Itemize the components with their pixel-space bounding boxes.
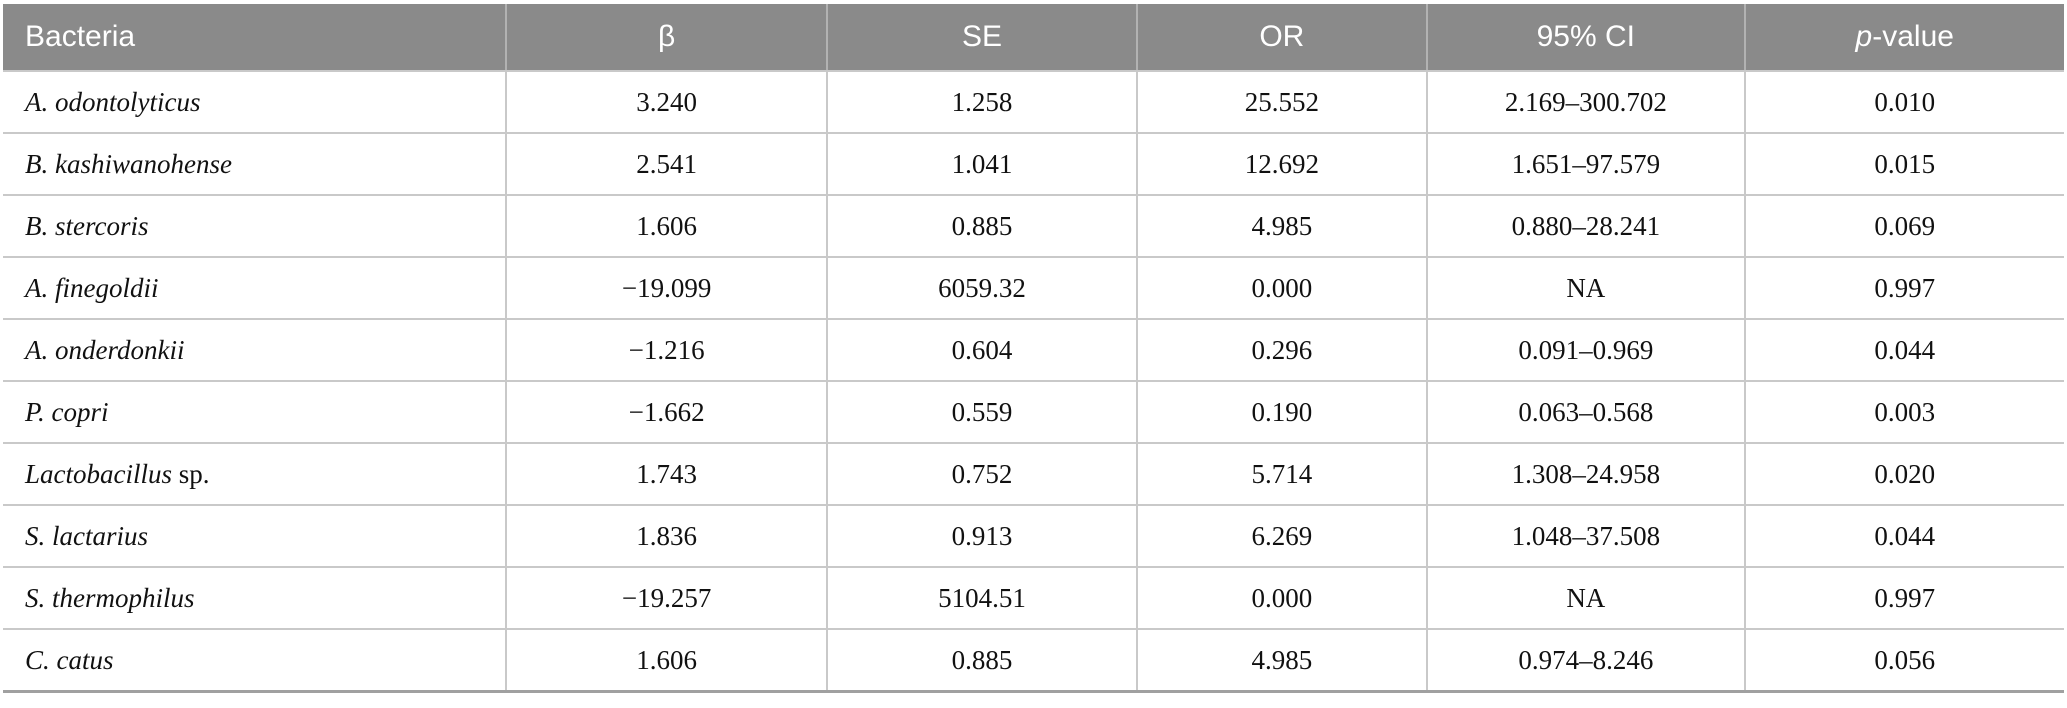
beta-value: −1.216 [505,319,829,382]
table-row: S. lactarius 1.836 0.913 6.269 1.048–37.… [3,505,2064,568]
bacteria-name: Lactobacillus [25,458,172,489]
table-row: C. catus 1.606 0.885 4.985 0.974–8.246 0… [3,629,2064,693]
table-body: A. odontolyticus 3.240 1.258 25.552 2.16… [3,71,2064,693]
se-value: 0.559 [827,381,1138,444]
p-value: 0.044 [1744,319,2064,382]
ci-value: 0.063–0.568 [1427,381,1746,444]
table-row: Lactobacillus sp. 1.743 0.752 5.714 1.30… [3,443,2064,506]
p-value: 0.056 [1744,629,2064,693]
or-value: 4.985 [1136,629,1429,693]
col-header-bacteria: Bacteria [3,4,507,72]
or-value: 6.269 [1136,505,1429,568]
se-value: 0.752 [827,443,1138,506]
se-value: 5104.51 [827,567,1138,630]
ci-value: 1.308–24.958 [1427,443,1746,506]
p-value: 0.020 [1744,443,2064,506]
bacteria-name-cell: B. kashiwanohense [3,133,507,196]
or-value: 5.714 [1136,443,1429,506]
ci-value: 0.091–0.969 [1427,319,1746,382]
beta-value: −19.099 [505,257,829,320]
bacteria-name-suffix: sp. [172,458,210,489]
bacteria-name: B. stercoris [25,210,149,241]
col-header-beta: β [505,4,829,72]
bacteria-name: A. finegoldii [25,272,159,303]
p-value-italic-p: p [1855,20,1873,53]
bacteria-name: S. lactarius [25,520,149,551]
se-value: 1.258 [827,71,1138,134]
bacteria-name: S. thermophilus [25,582,195,613]
se-value: 0.885 [827,629,1138,693]
or-value: 4.985 [1136,195,1429,258]
p-value: 0.003 [1744,381,2064,444]
header-row: Bacteria β SE OR 95% CI p-value [3,4,2064,72]
bacteria-name-cell: A. finegoldii [3,257,507,320]
or-value: 12.692 [1136,133,1429,196]
table-row: A. odontolyticus 3.240 1.258 25.552 2.16… [3,71,2064,134]
bacteria-name-cell: P. copri [3,381,507,444]
se-value: 0.913 [827,505,1138,568]
ci-value: NA [1427,567,1746,630]
table-row: A. onderdonkii −1.216 0.604 0.296 0.091–… [3,319,2064,382]
se-value: 0.885 [827,195,1138,258]
beta-value: 3.240 [505,71,829,134]
beta-value: −19.257 [505,567,829,630]
p-value: 0.010 [1744,71,2064,134]
beta-value: −1.662 [505,381,829,444]
bacteria-name-cell: S. thermophilus [3,567,507,630]
bacteria-name: C. catus [25,644,114,675]
table-row: P. copri −1.662 0.559 0.190 0.063–0.568 … [3,381,2064,444]
bacteria-name: A. onderdonkii [25,334,185,365]
p-value: 0.044 [1744,505,2064,568]
table-row: S. thermophilus −19.257 5104.51 0.000 NA… [3,567,2064,630]
bacteria-name-cell: A. onderdonkii [3,319,507,382]
regression-table-container: Bacteria β SE OR 95% CI p-value A. odont… [3,4,2064,693]
p-value: 0.997 [1744,567,2064,630]
p-value: 0.997 [1744,257,2064,320]
beta-value: 1.606 [505,629,829,693]
bacteria-name-cell: Lactobacillus sp. [3,443,507,506]
or-value: 25.552 [1136,71,1429,134]
col-header-or: OR [1136,4,1429,72]
p-value-rest: -value [1872,20,1954,53]
table-header: Bacteria β SE OR 95% CI p-value [3,4,2064,72]
beta-value: 1.606 [505,195,829,258]
bacteria-name: B. kashiwanohense [25,148,232,179]
p-value: 0.015 [1744,133,2064,196]
ci-value: NA [1427,257,1746,320]
col-header-se: SE [827,4,1138,72]
ci-value: 2.169–300.702 [1427,71,1746,134]
bacteria-name: P. copri [25,396,109,427]
beta-value: 1.743 [505,443,829,506]
regression-results-table: Bacteria β SE OR 95% CI p-value A. odont… [3,4,2064,693]
beta-value: 1.836 [505,505,829,568]
ci-value: 0.974–8.246 [1427,629,1746,693]
bacteria-name-cell: S. lactarius [3,505,507,568]
col-header-p-value: p-value [1744,4,2064,72]
table-row: B. stercoris 1.606 0.885 4.985 0.880–28.… [3,195,2064,258]
table-row: B. kashiwanohense 2.541 1.041 12.692 1.6… [3,133,2064,196]
or-value: 0.190 [1136,381,1429,444]
table-row: A. finegoldii −19.099 6059.32 0.000 NA 0… [3,257,2064,320]
bacteria-name-cell: B. stercoris [3,195,507,258]
or-value: 0.000 [1136,567,1429,630]
bacteria-name: A. odontolyticus [25,86,201,117]
bacteria-name-cell: C. catus [3,629,507,693]
or-value: 0.296 [1136,319,1429,382]
beta-value: 2.541 [505,133,829,196]
se-value: 6059.32 [827,257,1138,320]
se-value: 0.604 [827,319,1138,382]
se-value: 1.041 [827,133,1138,196]
p-value: 0.069 [1744,195,2064,258]
ci-value: 1.048–37.508 [1427,505,1746,568]
col-header-ci: 95% CI [1427,4,1746,72]
ci-value: 1.651–97.579 [1427,133,1746,196]
bacteria-name-cell: A. odontolyticus [3,71,507,134]
or-value: 0.000 [1136,257,1429,320]
ci-value: 0.880–28.241 [1427,195,1746,258]
